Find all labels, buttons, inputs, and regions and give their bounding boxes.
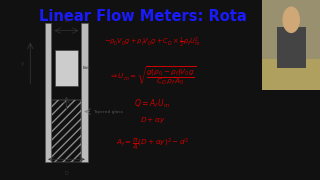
- Bar: [52, 100, 81, 162]
- Bar: [262, 58, 320, 90]
- Text: $D + \alpha y$: $D + \alpha y$: [140, 115, 165, 125]
- Circle shape: [283, 7, 299, 32]
- Text: D: D: [65, 18, 68, 23]
- Text: $-\rho_0 V_0 g + \rho_f V_0 g + C_D \times \frac{1}{2}\rho_f U_m^2$: $-\rho_0 V_0 g + \rho_f V_0 g + C_D \tim…: [104, 36, 201, 50]
- Text: $Q = A_f\, U_m$: $Q = A_f\, U_m$: [134, 97, 171, 110]
- Bar: [277, 27, 306, 68]
- Bar: [45, 23, 52, 162]
- Bar: [55, 50, 78, 86]
- Text: $\Rightarrow U_m = \sqrt{\dfrac{g(\rho_0 - \rho_f)V_0 g}{C_D\, \rho_f\, A_0}}$: $\Rightarrow U_m = \sqrt{\dfrac{g(\rho_0…: [109, 65, 196, 88]
- Bar: [81, 23, 88, 162]
- Text: Bob: Bob: [83, 66, 91, 70]
- Text: Linear Flow Meters: Rota: Linear Flow Meters: Rota: [39, 9, 246, 24]
- Text: $A_f = \dfrac{\pi}{4}(D+\alpha y)^2 - d^2$: $A_f = \dfrac{\pi}{4}(D+\alpha y)^2 - d^…: [116, 137, 189, 152]
- Text: D: D: [65, 171, 68, 176]
- Text: y: y: [21, 60, 24, 66]
- Text: Tapered glass: Tapered glass: [93, 110, 123, 114]
